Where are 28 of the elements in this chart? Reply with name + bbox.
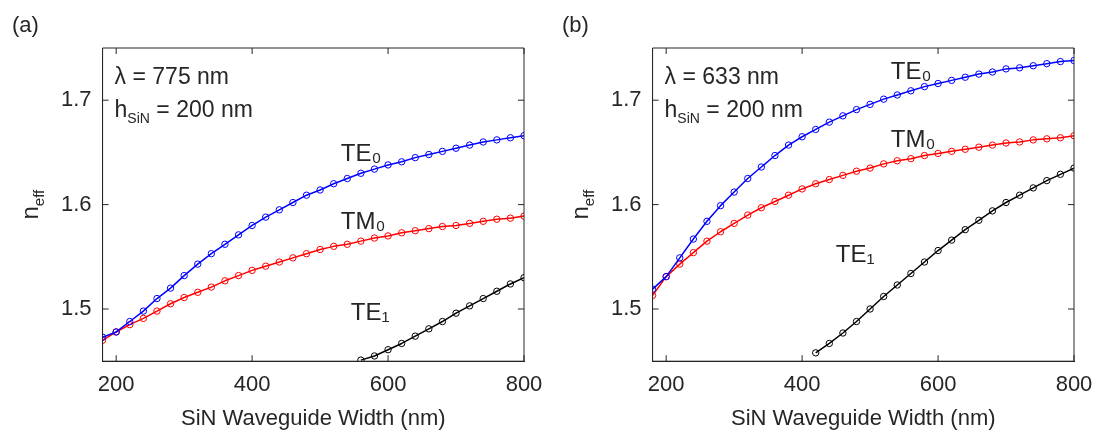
chart-title: (b): [562, 12, 589, 37]
y-tick-label: 1.7: [610, 86, 642, 112]
x-tick-label: 200: [97, 371, 135, 397]
x-axis-title: SiN Waveguide Width (nm): [731, 404, 996, 430]
annotation: λ = 775 nm: [114, 63, 230, 89]
x-tick-label: 600: [919, 371, 957, 397]
x-tick-label: 800: [1055, 371, 1093, 397]
series-label: TE₀: [340, 139, 382, 167]
series-label: TM₀: [890, 124, 936, 152]
y-tick-label: 1.6: [60, 190, 92, 216]
x-tick-label: 800: [505, 371, 543, 397]
x-axis-title: SiN Waveguide Width (nm): [181, 404, 446, 430]
y-tick-label: 1.5: [60, 295, 92, 321]
x-tick-label: 200: [647, 371, 685, 397]
y-axis-title: neff: [16, 188, 47, 220]
annotation: λ = 633 nm: [664, 63, 780, 89]
x-tick-label: 600: [369, 371, 407, 397]
x-tick-label: 400: [783, 371, 821, 397]
x-tick-label: 400: [233, 371, 271, 397]
series-label: TE₁: [350, 298, 390, 326]
y-tick-label: 1.7: [60, 86, 92, 112]
series-label: TM₀: [340, 207, 386, 235]
series-label: TE₁: [835, 239, 875, 267]
y-axis-title: neff: [566, 188, 597, 220]
y-tick-label: 1.6: [610, 190, 642, 216]
chart-title: (a): [12, 12, 39, 37]
series-label: TE₀: [890, 56, 932, 84]
y-tick-label: 1.5: [610, 295, 642, 321]
